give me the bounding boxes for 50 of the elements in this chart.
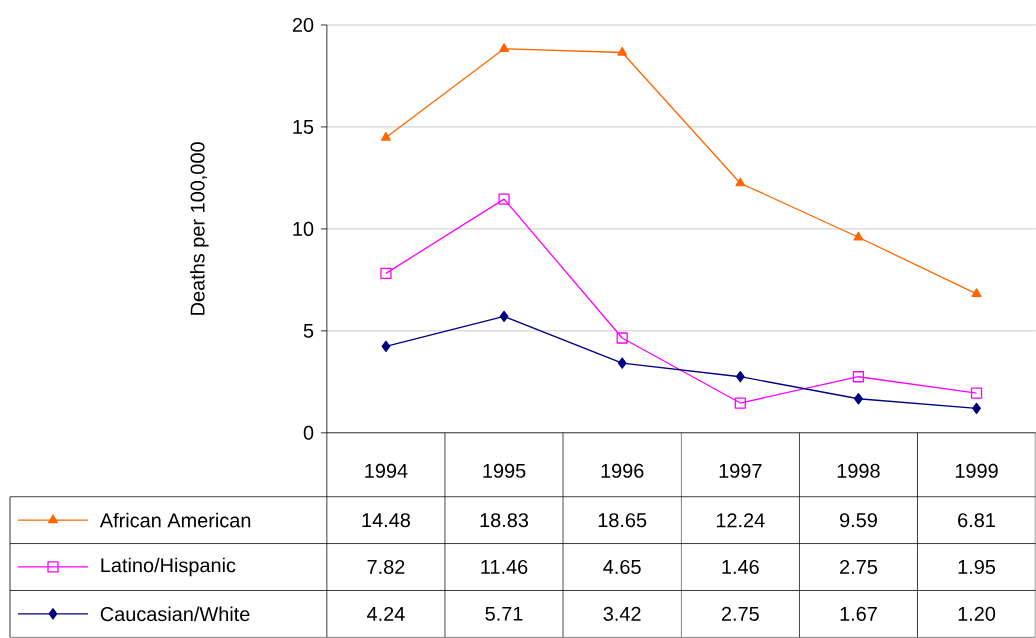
point (970, 387, 983, 399)
data-label: 18.83 (480, 513, 529, 528)
y-axis-title: Deaths per 100,000 (190, 142, 209, 315)
point (616, 332, 628, 344)
y-tick-label: 10 (293, 221, 314, 237)
point (499, 43, 510, 53)
point (380, 267, 392, 280)
point (617, 357, 627, 369)
legend-label: Latino/Hispanic (101, 557, 236, 577)
data-label: 1.20 (958, 606, 996, 622)
data-label: 6.81 (958, 513, 995, 528)
point (734, 397, 746, 409)
point (853, 231, 864, 241)
data-label: 9.59 (840, 513, 877, 528)
data-label: 18.65 (598, 513, 647, 528)
data-label: 1.95 (958, 560, 996, 575)
data-label: 1.67 (840, 606, 877, 622)
point (617, 46, 628, 56)
legend-label: Caucasian/White (100, 606, 250, 622)
point (854, 393, 863, 405)
data-label: 2.75 (721, 606, 759, 622)
x-tick-label: 1998 (837, 463, 880, 478)
data-label: 4.65 (603, 560, 641, 575)
x-tick-label: 1995 (483, 463, 526, 478)
data-label: 2.75 (840, 560, 878, 575)
data-label: 4.24 (367, 607, 405, 621)
point (498, 193, 510, 205)
data-label: 11.46 (481, 560, 528, 575)
x-tick-label: 1996 (601, 463, 644, 478)
x-tick-label: 1997 (719, 463, 762, 478)
y-tick-label: 15 (293, 120, 314, 134)
y-tick-label: 5 (303, 324, 314, 338)
point (735, 177, 746, 187)
point (735, 371, 745, 383)
data-label: 7.82 (367, 560, 405, 575)
x-tick-label: 1999 (955, 463, 998, 478)
y-tick-label: 20 (292, 18, 314, 33)
point (971, 288, 982, 298)
data-label: 14.48 (362, 513, 411, 528)
data-label: 12.24 (716, 513, 765, 528)
data-label: 5.71 (485, 607, 523, 621)
point (852, 371, 865, 383)
x-tick-label: 1994 (365, 463, 408, 478)
data-label: 1.46 (722, 560, 759, 575)
point (380, 132, 391, 141)
point (381, 340, 391, 353)
y-tick-label: 0 (303, 425, 314, 440)
legend-label: African American (99, 512, 251, 528)
point (499, 310, 509, 323)
data-label: 3.42 (603, 606, 641, 622)
